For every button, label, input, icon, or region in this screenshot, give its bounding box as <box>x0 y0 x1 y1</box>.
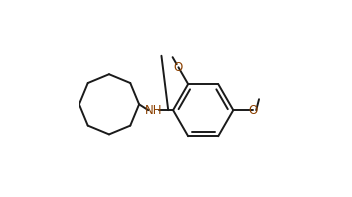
Text: O: O <box>248 104 257 117</box>
Text: O: O <box>174 61 183 74</box>
Text: NH: NH <box>145 104 162 117</box>
